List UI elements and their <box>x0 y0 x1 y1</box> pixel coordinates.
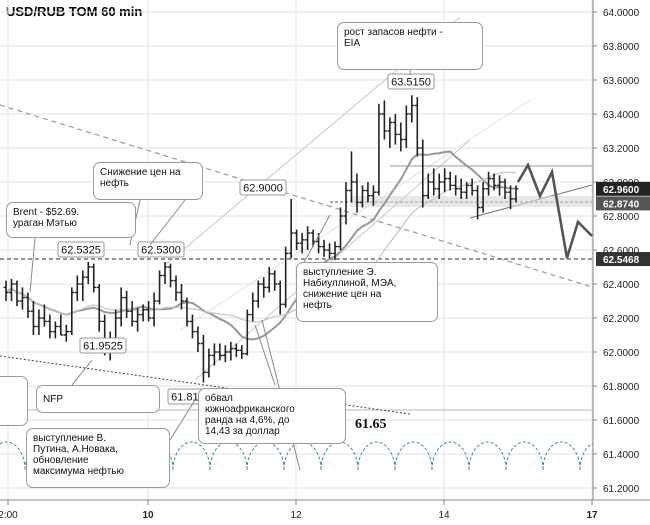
cycle-arc <box>0 441 26 471</box>
callout-nabiullina: выступление Э. Набиуллиной, МЭА, снижени… <box>296 262 438 322</box>
price-tick-label: 62.2000 <box>603 314 640 325</box>
callout-brent: Brent - $52.69. ураган Мэтью <box>6 202 136 238</box>
cycle-arc <box>172 441 211 471</box>
level-label: 61.9525 <box>83 341 123 353</box>
price-tick-label: 62.4000 <box>603 280 640 291</box>
price-tag-label: 62.9600 <box>603 185 640 196</box>
moving-average-line <box>5 150 517 341</box>
price-tick-label: 62.6000 <box>603 246 640 257</box>
pointer-nabiullina <box>299 214 331 271</box>
level-label-box <box>79 337 127 354</box>
price-tick-label: 63.4000 <box>603 110 640 121</box>
price-tags: 62.9600 62.8740 62.5468 <box>596 181 650 267</box>
level-label-box <box>137 241 185 258</box>
cycle-arc <box>505 441 544 471</box>
price-tag <box>596 196 650 211</box>
cycle-arc <box>542 441 581 471</box>
price-tick-label: 64.0000 <box>603 8 640 19</box>
callout-oil-drop: Снижение цен на нефть <box>93 162 203 200</box>
time-tick-label: 10 <box>142 510 154 521</box>
level-label: 62.5325 <box>61 245 101 257</box>
price-tick-label: 62.0000 <box>603 348 640 359</box>
price-tick-label: 63.2000 <box>603 144 640 155</box>
price-tick-label: 63.6000 <box>603 76 640 87</box>
time-tick-label: 2:00 <box>0 510 18 521</box>
price-tag-label: 62.5468 <box>603 255 640 266</box>
time-tick-label: 14 <box>438 510 450 521</box>
price-tag <box>596 252 650 267</box>
price-tag-label: 62.8740 <box>603 199 640 210</box>
callout-putin: выступление В. Путина, А.Новака, обновле… <box>26 428 170 488</box>
price-tick-label: 61.4000 <box>603 450 640 461</box>
price-tick-label: 62.8000 <box>603 212 640 223</box>
price-tick-label: 63.8000 <box>603 42 640 53</box>
level-labels: 62.5325 62.530062.900061.952561.817563.51… <box>57 73 435 405</box>
moving-average-slow-line <box>5 171 517 323</box>
callout-nfp: NFP <box>36 385 160 413</box>
cycle-arc <box>357 441 396 471</box>
channel-mid-line <box>179 99 531 331</box>
down-trend-dashed <box>0 104 593 288</box>
price-tick-label: 61.6000 <box>603 416 640 427</box>
level-label-box <box>239 179 287 196</box>
pointer-oil-drop-b <box>149 199 186 246</box>
level-label: 62.9000 <box>243 183 283 195</box>
callout-left-partial <box>0 376 28 426</box>
callout-rand: обвал южноафриканского ранда на 4,6%, до… <box>198 388 346 444</box>
channel-lower-line <box>194 139 471 381</box>
cycle-arc <box>320 441 359 471</box>
level-label-box <box>387 73 435 90</box>
price-tick-label: 61.2000 <box>603 484 640 495</box>
cycle-arc <box>246 441 285 471</box>
level-label: 62.5300 <box>141 245 181 257</box>
level-label: 63.5150 <box>391 77 431 89</box>
big-level-label: 61.65 <box>355 417 387 432</box>
level-label-box <box>57 241 105 258</box>
pointer-brent <box>29 237 36 293</box>
price-axis: 64.000063.800063.600063.400063.200063.00… <box>593 8 640 495</box>
cycle-arc <box>283 441 322 471</box>
pointer-rand <box>254 324 276 386</box>
cycle-arc <box>209 441 248 471</box>
pointer-putin <box>169 399 196 441</box>
cycle-arc <box>394 441 433 471</box>
time-axis: 2:00 10 12 14 17 <box>0 500 598 521</box>
cycle-arc <box>431 441 470 471</box>
consolidation-zone <box>350 196 592 207</box>
forecast-zigzag <box>516 162 593 259</box>
price-tick-label: 61.8000 <box>603 382 640 393</box>
pointer-nfp <box>71 359 93 386</box>
price-tag <box>596 181 650 196</box>
callout-oil-stock: рост запасов нефти - EIA <box>337 22 483 70</box>
time-tick-label: 12 <box>290 510 302 521</box>
candles <box>3 95 519 383</box>
time-tick-label: 17 <box>586 510 598 521</box>
cycle-arc <box>468 441 507 471</box>
